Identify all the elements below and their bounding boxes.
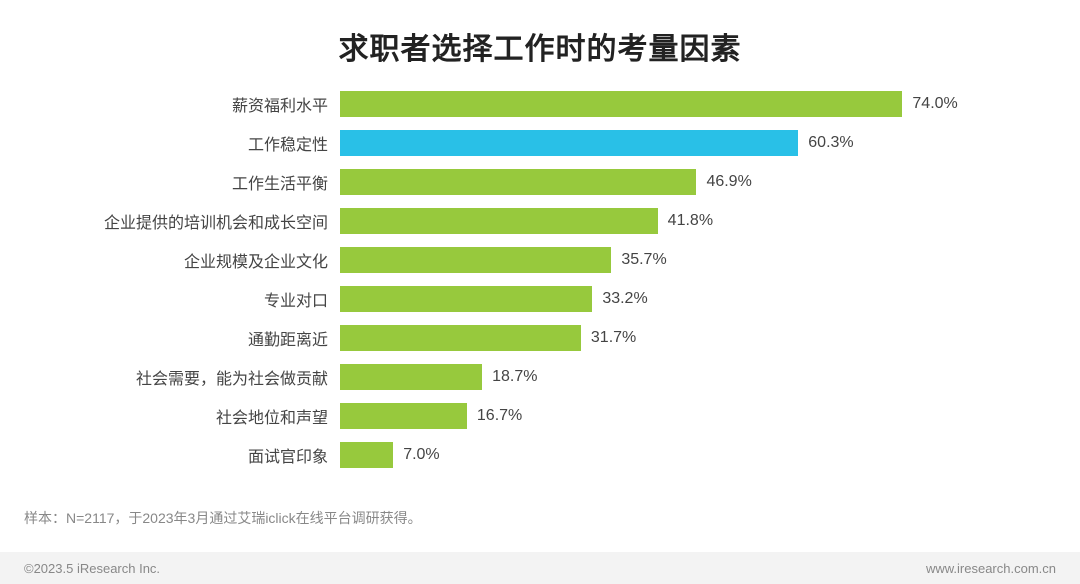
bar-value: 33.2%	[592, 290, 647, 308]
bar-value: 35.7%	[611, 251, 666, 269]
bar-row: 企业提供的培训机会和成长空间 41.8%	[0, 201, 1080, 240]
bar-wrap: 35.7%	[340, 247, 667, 273]
bar	[340, 442, 393, 468]
bar-row: 面试官印象 7.0%	[0, 435, 1080, 474]
bar	[340, 169, 696, 195]
bar	[340, 130, 798, 156]
bar-wrap: 46.9%	[340, 169, 752, 195]
bar-wrap: 31.7%	[340, 325, 636, 351]
bar-label: 社会地位和声望	[0, 404, 340, 428]
bar-wrap: 18.7%	[340, 364, 537, 390]
bar-wrap: 16.7%	[340, 403, 522, 429]
sample-note: 样本：N=2117，于2023年3月通过艾瑞iclick在线平台调研获得。	[24, 508, 422, 528]
bar-row: 薪资福利水平 74.0%	[0, 84, 1080, 123]
bar-label: 通勤距离近	[0, 326, 340, 350]
bar	[340, 364, 482, 390]
bar-label: 工作生活平衡	[0, 170, 340, 194]
bar	[340, 247, 611, 273]
chart-title: 求职者选择工作时的考量因素	[0, 24, 1080, 68]
bar-value: 74.0%	[902, 95, 957, 113]
bar-label: 薪资福利水平	[0, 92, 340, 116]
bar-value: 18.7%	[482, 368, 537, 386]
footer: ©2023.5 iResearch Inc. www.iresearch.com…	[0, 552, 1080, 584]
bar-chart: 薪资福利水平 74.0% 工作稳定性 60.3% 工作生活平衡 46.9% 企业提供的培训机…	[0, 84, 1080, 474]
page: 求职者选择工作时的考量因素 薪资福利水平 74.0% 工作稳定性 60.3% 工作生活平…	[0, 0, 1080, 584]
footer-copyright: ©2023.5 iResearch Inc.	[24, 561, 160, 576]
bar-label: 企业提供的培训机会和成长空间	[0, 209, 340, 233]
bar-wrap: 7.0%	[340, 442, 440, 468]
bar	[340, 286, 592, 312]
bar-label: 企业规模及企业文化	[0, 248, 340, 272]
bar-label: 社会需要，能为社会做贡献	[0, 365, 340, 389]
bar-wrap: 33.2%	[340, 286, 648, 312]
bar	[340, 91, 902, 117]
bar-value: 16.7%	[467, 407, 522, 425]
bar-value: 41.8%	[658, 212, 713, 230]
bar-label: 工作稳定性	[0, 131, 340, 155]
bar	[340, 208, 658, 234]
bar-row: 社会需要，能为社会做贡献 18.7%	[0, 357, 1080, 396]
footer-url: www.iresearch.com.cn	[926, 561, 1056, 576]
bar-row: 工作稳定性 60.3%	[0, 123, 1080, 162]
bar-label: 专业对口	[0, 287, 340, 311]
bar-value: 60.3%	[798, 134, 853, 152]
bar-value: 7.0%	[393, 446, 439, 464]
bar-wrap: 74.0%	[340, 91, 958, 117]
bar-row: 工作生活平衡 46.9%	[0, 162, 1080, 201]
bar-value: 46.9%	[696, 173, 751, 191]
bar-row: 社会地位和声望 16.7%	[0, 396, 1080, 435]
bar-value: 31.7%	[581, 329, 636, 347]
bar-row: 通勤距离近 31.7%	[0, 318, 1080, 357]
bar-wrap: 60.3%	[340, 130, 854, 156]
bar	[340, 325, 581, 351]
bar-wrap: 41.8%	[340, 208, 713, 234]
bar-label: 面试官印象	[0, 443, 340, 467]
bar-row: 专业对口 33.2%	[0, 279, 1080, 318]
bar-row: 企业规模及企业文化 35.7%	[0, 240, 1080, 279]
bar	[340, 403, 467, 429]
